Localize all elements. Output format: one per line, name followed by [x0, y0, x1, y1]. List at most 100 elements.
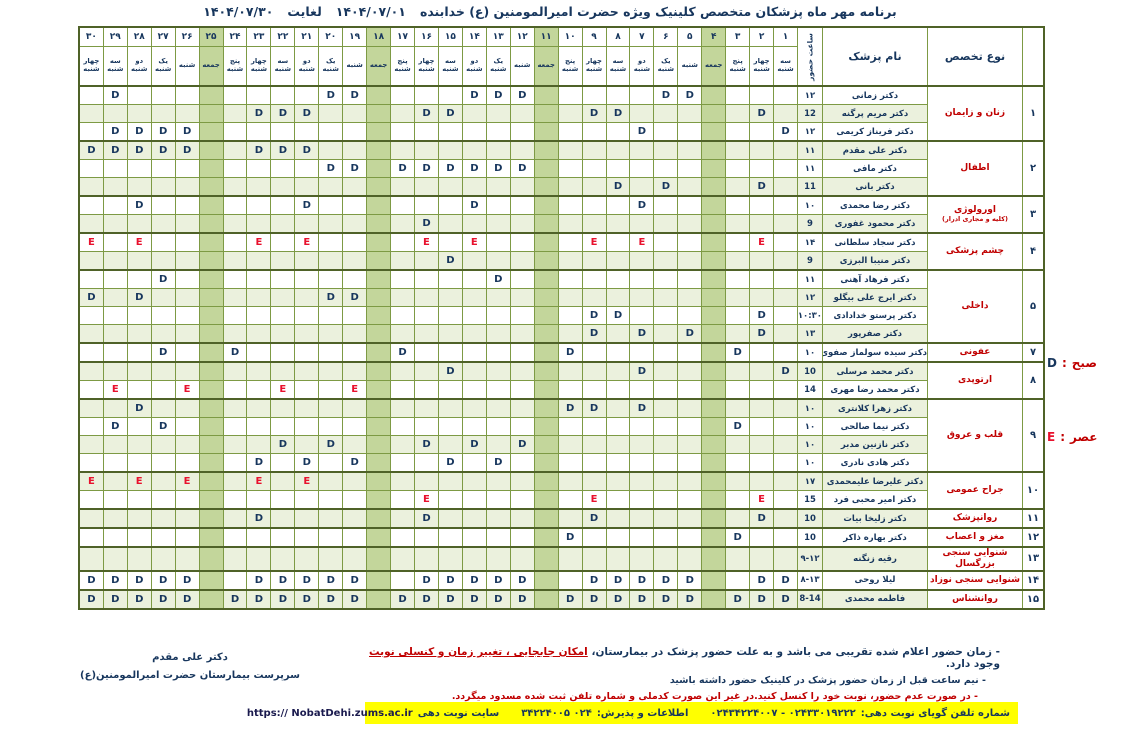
- day-cell: [126, 546, 152, 572]
- day-cell: [198, 251, 224, 271]
- day-cell: [773, 159, 798, 178]
- day-cell: [749, 471, 775, 491]
- doctor-row: دکتر نازنین مدبر ۱۰ D D D D D: [78, 435, 1044, 454]
- day-cell: [485, 398, 511, 418]
- day-cell: [390, 251, 415, 271]
- day-cell: [437, 342, 463, 363]
- day-cell: [270, 195, 296, 215]
- day-cell: [533, 588, 559, 610]
- weekday-header: پنج شنبه: [390, 46, 415, 87]
- day-cell: [533, 490, 559, 510]
- section-number: ۹: [1022, 398, 1045, 473]
- day-cell: [461, 122, 487, 142]
- day-cell: [414, 342, 439, 363]
- shift-mark-cell: D: [749, 306, 775, 325]
- shift-mark-cell: D: [773, 569, 798, 591]
- day-cell: [414, 398, 439, 418]
- weekday-header: چهار شنبه: [78, 46, 104, 87]
- day-cell: [437, 324, 463, 344]
- day-cell: [342, 490, 368, 510]
- day-number-header: ۱۱: [533, 26, 559, 47]
- day-cell: [461, 546, 487, 572]
- legend-morning: D : صبح: [1047, 356, 1097, 370]
- day-cell: [318, 122, 344, 142]
- day-cell: [222, 417, 248, 436]
- attendance-hour-cell: 15: [797, 490, 823, 510]
- day-cell: [773, 342, 798, 363]
- day-cell: [126, 251, 152, 271]
- day-cell: [509, 195, 535, 215]
- day-cell: [653, 288, 679, 307]
- day-cell: [150, 453, 176, 473]
- shift-mark-cell: D: [342, 159, 368, 178]
- day-cell: [653, 232, 679, 252]
- day-cell: [701, 342, 727, 363]
- day-cell: [581, 342, 607, 363]
- doctor-name-cell: لیلا روحی: [822, 569, 928, 591]
- day-cell: [102, 361, 128, 381]
- shift-mark-cell: E: [246, 232, 272, 252]
- day-cell: [509, 342, 535, 363]
- day-cell: [773, 417, 798, 436]
- day-cell: [390, 306, 415, 325]
- day-cell: [174, 417, 200, 436]
- doctor-row: ۱ زنان و زایمان دکتر زمانی ۱۲ D D D D D D D D: [78, 85, 1045, 142]
- day-cell: [294, 380, 320, 400]
- day-cell: [222, 453, 248, 473]
- specialty-cell: ارتوپدی: [927, 361, 1023, 400]
- specialty-name: زنان و زایمان: [944, 108, 1006, 119]
- day-cell: [222, 269, 248, 289]
- day-number-header: ۲۱: [294, 26, 320, 47]
- day-cell: [557, 380, 583, 400]
- shift-mark-cell: E: [294, 232, 320, 252]
- day-cell: [437, 195, 463, 215]
- doctor-name-cell: دکتر بانی: [822, 177, 928, 197]
- doctor-name-cell: دکتر منیبا البرزی: [822, 251, 928, 271]
- shift-mark-cell: D: [437, 588, 463, 610]
- booking-site-link[interactable]: https:// NobatDehi.zums.ac.ir: [246, 707, 413, 719]
- day-cell: [414, 324, 439, 344]
- day-cell: [246, 288, 272, 307]
- day-cell: [78, 398, 104, 418]
- phone-group: شماره تلفن گویای نوبت دهی: ۰۲۴۳۳۰۱۹۲۲۲ -…: [710, 708, 1010, 719]
- day-cell: [605, 380, 631, 400]
- day-cell: [342, 122, 368, 142]
- day-number-header: ۱: [773, 26, 798, 47]
- day-cell: [701, 490, 727, 510]
- day-cell: [246, 85, 272, 105]
- day-cell: [126, 306, 152, 325]
- shift-mark-cell: E: [749, 232, 775, 252]
- day-cell: [533, 546, 559, 572]
- day-number-header: ۲: [749, 26, 775, 47]
- day-cell: [78, 122, 104, 142]
- day-cell: [677, 122, 703, 142]
- day-cell: [78, 159, 104, 178]
- day-cell: [701, 177, 727, 197]
- day-cell: [366, 177, 392, 197]
- day-cell: [366, 527, 392, 548]
- day-cell: [773, 195, 798, 215]
- doctor-name-cell: دکتر محمد رضا مهری: [822, 380, 928, 400]
- day-cell: [414, 306, 439, 325]
- day-cell: [222, 508, 248, 529]
- day-cell: [174, 251, 200, 271]
- day-cell: [366, 508, 392, 529]
- day-cell: [581, 546, 607, 572]
- day-cell: [174, 269, 200, 289]
- day-cell: [509, 490, 535, 510]
- day-cell: [174, 306, 200, 325]
- weekday-header: شنبه: [677, 46, 703, 87]
- day-cell: [557, 546, 583, 572]
- day-cell: [533, 159, 559, 178]
- day-cell: [222, 569, 248, 591]
- day-number-header: ۳۰: [78, 26, 104, 47]
- day-cell: [246, 417, 272, 436]
- shift-mark-cell: D: [150, 417, 176, 436]
- day-number-header: ۶: [653, 26, 679, 47]
- attendance-hour-cell: 9: [797, 251, 823, 271]
- day-cell: [509, 361, 535, 381]
- day-cell: [773, 251, 798, 271]
- shift-mark-cell: D: [581, 104, 607, 123]
- day-cell: [222, 177, 248, 197]
- signature-block: دکتر علی مقدم سرپرست بیمارستان حضرت امیر…: [40, 652, 340, 681]
